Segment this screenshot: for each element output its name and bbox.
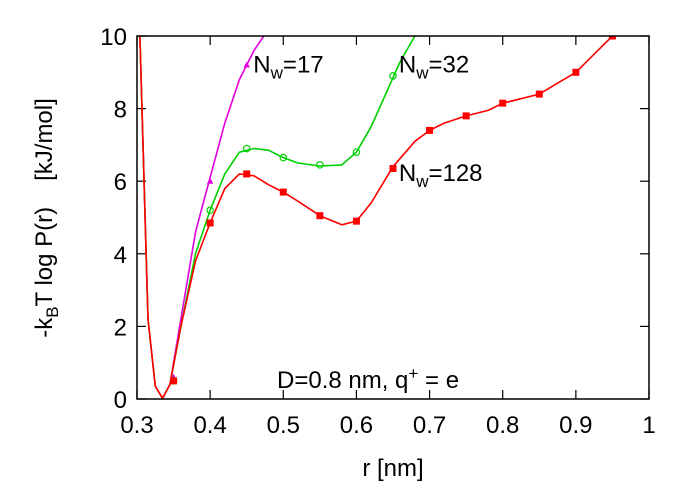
y-ticks: 0 2 4 6 8 10 xyxy=(100,24,649,414)
x-tick-label: 1 xyxy=(642,412,655,439)
x-ticks: 0.3 0.4 0.5 0.6 0.7 0.8 0.9 1 xyxy=(120,36,656,439)
x-tick-label: 0.5 xyxy=(267,412,300,439)
data-point xyxy=(572,68,580,76)
series-label-prefix: N xyxy=(399,160,416,187)
y-axis-prefix: -k xyxy=(31,317,58,338)
data-point xyxy=(608,36,616,40)
series-label-suffix: =128 xyxy=(428,160,482,187)
data-point xyxy=(206,219,214,227)
data-point xyxy=(242,144,251,153)
data-point xyxy=(352,217,360,225)
data-point xyxy=(316,212,324,220)
x-tick-label: 0.8 xyxy=(486,412,519,439)
data-point xyxy=(389,72,397,80)
plot-frame xyxy=(136,35,650,400)
data-point xyxy=(352,148,361,156)
y-tick-label: 10 xyxy=(100,24,127,51)
data-point xyxy=(499,99,507,107)
y-axis-units: [kJ/mol] xyxy=(31,98,58,181)
data-point xyxy=(279,153,288,162)
data-point xyxy=(462,112,470,120)
x-tick-label: 0.9 xyxy=(559,412,592,439)
series-label-17: Nw=17 xyxy=(253,51,323,82)
data-point xyxy=(535,90,543,98)
series-label-sub: w xyxy=(270,63,284,82)
series-label-prefix: N xyxy=(399,51,416,78)
data-point xyxy=(316,161,324,169)
annotation-suffix: = e xyxy=(418,367,459,394)
series-layer xyxy=(139,36,616,399)
annotation-prefix: D=0.8 nm, q xyxy=(277,367,408,394)
y-tick-label: 6 xyxy=(114,169,127,196)
series-label-32: Nw=32 xyxy=(399,51,469,82)
data-point xyxy=(279,188,287,196)
annotation-sup: + xyxy=(408,364,418,383)
annotation: D=0.8 nm, q+ = e xyxy=(277,364,459,394)
series-label-suffix: =32 xyxy=(428,51,469,78)
data-point xyxy=(243,61,250,68)
data-point xyxy=(389,164,397,172)
data-point xyxy=(206,177,214,184)
series-label-128: Nw=128 xyxy=(399,160,483,191)
x-tick-label: 0.6 xyxy=(340,412,373,439)
series-128 xyxy=(139,36,616,399)
data-point xyxy=(243,170,251,178)
series-label-prefix: N xyxy=(253,51,270,78)
data-point xyxy=(206,206,214,215)
x-tick-label: 0.7 xyxy=(413,412,446,439)
y-axis-title: -kBT log P(r) [kJ/mol] xyxy=(31,98,62,338)
series-label-sub: w xyxy=(415,172,429,191)
y-tick-label: 0 xyxy=(114,387,127,414)
x-axis-title: r [nm] xyxy=(362,455,423,482)
y-axis-main: T log P(r) xyxy=(31,207,58,307)
y-tick-label: 2 xyxy=(114,314,127,341)
y-axis-sub: B xyxy=(43,306,62,317)
series-label-sub: w xyxy=(415,63,429,82)
data-point xyxy=(170,377,178,385)
series-line-128 xyxy=(139,36,613,399)
y-tick-label: 4 xyxy=(114,242,127,269)
data-point xyxy=(426,126,434,134)
x-tick-label: 0.3 xyxy=(120,412,153,439)
series-label-suffix: =17 xyxy=(283,51,324,78)
y-tick-label: 8 xyxy=(114,97,127,124)
x-tick-label: 0.4 xyxy=(193,412,226,439)
